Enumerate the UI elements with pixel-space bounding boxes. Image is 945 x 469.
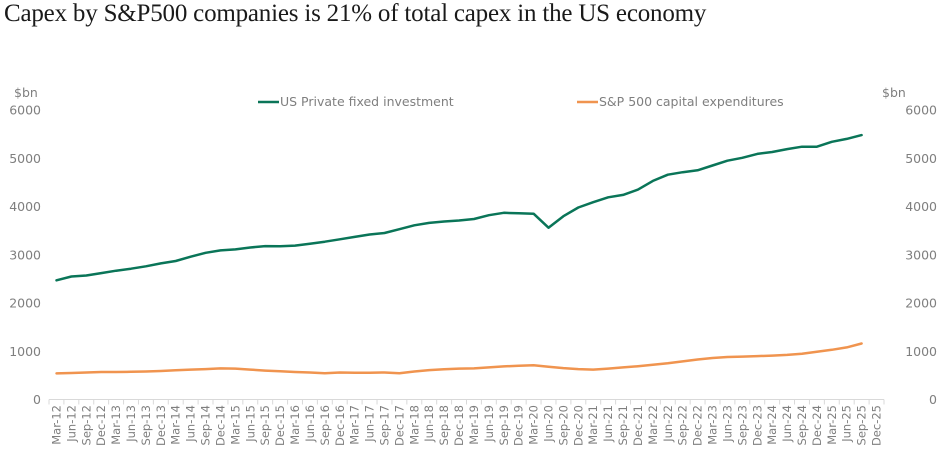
x-tick-label: Sep-25 xyxy=(855,405,869,445)
x-tick-label: Dec-13 xyxy=(154,405,168,446)
x-tick-label: Mar-25 xyxy=(825,405,839,445)
x-tick-label: Jun-21 xyxy=(601,405,615,443)
x-tick-label: Jun-12 xyxy=(64,405,78,443)
x-tick-label: Dec-15 xyxy=(273,405,287,446)
x-axis: Mar-12 Jun-12 Sep-12 Dec-12 Mar-13 Jun-13 Sep-… xyxy=(48,399,885,446)
x-tick-label: Jun-16 xyxy=(303,405,317,443)
x-tick-label: Dec-17 xyxy=(392,405,406,446)
y-tick-label-left: 4000 xyxy=(9,199,41,214)
x-tick-label: Jun-25 xyxy=(840,405,854,443)
x-tick-label: Jun-22 xyxy=(661,405,675,443)
x-tick-label: Jun-24 xyxy=(780,405,794,443)
x-tick-label: Dec-23 xyxy=(750,405,764,446)
x-tick-label: Dec-16 xyxy=(333,405,347,446)
x-tick-label: Mar-16 xyxy=(288,405,302,445)
x-tick-label: Sep-14 xyxy=(199,405,213,445)
x-tick-label: Dec-20 xyxy=(571,405,585,446)
legend-label-sp500-capex: S&P 500 capital expenditures xyxy=(599,94,784,109)
y-axis-label-left: $bn xyxy=(14,85,38,100)
x-tick-label: Jun-20 xyxy=(542,405,556,443)
x-tick-label: Jun-19 xyxy=(482,405,496,443)
series-line-sp500-capex xyxy=(55,342,863,375)
y-tick-label-right: 3000 xyxy=(905,247,937,262)
x-tick-label: Jun-15 xyxy=(243,405,257,443)
y-tick-label-left: 6000 xyxy=(9,103,41,118)
x-tick-label: Mar-15 xyxy=(228,405,242,445)
y-tick-label-right: 4000 xyxy=(905,199,937,214)
x-tick-label: Mar-14 xyxy=(169,405,183,445)
x-tick-label: Jun-17 xyxy=(363,405,377,443)
x-tick-label: Sep-18 xyxy=(437,405,451,445)
x-tick-label: Dec-21 xyxy=(631,405,645,446)
x-tick-label: Dec-22 xyxy=(691,405,705,446)
x-tick-label: Dec-12 xyxy=(94,405,108,446)
y-axis-right: 0 1000 2000 3000 4000 5000 6000 xyxy=(905,103,937,408)
y-tick-label-left: 1000 xyxy=(9,344,41,359)
legend: US Private fixed investment S&P 500 capi… xyxy=(258,94,784,109)
y-tick-label-left: 3000 xyxy=(9,247,41,262)
series-group xyxy=(55,133,863,375)
x-tick-label: Sep-12 xyxy=(79,405,93,445)
x-tick-label: Sep-17 xyxy=(377,405,391,445)
x-tick-label: Jun-18 xyxy=(422,405,436,443)
x-tick-label: Sep-23 xyxy=(735,405,749,445)
x-tick-label: Sep-16 xyxy=(318,405,332,445)
x-tick-label: Mar-21 xyxy=(586,405,600,445)
y-tick-label-right: 1000 xyxy=(905,344,937,359)
y-tick-label-right: 6000 xyxy=(905,103,937,118)
y-axis-left: 0 1000 2000 3000 4000 5000 6000 xyxy=(9,103,41,408)
x-tick-label: Dec-18 xyxy=(452,405,466,446)
page-title: Capex by S&P500 companies is 21% of tota… xyxy=(4,0,707,27)
y-tick-label-left: 0 xyxy=(33,392,41,407)
y-tick-label-left: 5000 xyxy=(9,151,41,166)
y-tick-label-right: 5000 xyxy=(905,151,937,166)
x-tick-label: Dec-19 xyxy=(512,405,526,446)
x-tick-label: Jun-14 xyxy=(184,405,198,443)
x-tick-label: Sep-13 xyxy=(139,405,153,445)
x-tick-label: Mar-18 xyxy=(407,405,421,445)
x-tick-label: Sep-20 xyxy=(556,405,570,445)
x-tick-label: Mar-12 xyxy=(49,405,63,445)
legend-item-us-private-fixed-investment: US Private fixed investment xyxy=(258,94,454,109)
x-tick-label: Jun-13 xyxy=(124,405,138,443)
y-tick-label-right: 2000 xyxy=(905,296,937,311)
x-tick-label: Dec-14 xyxy=(213,405,227,446)
x-tick-label: Dec-25 xyxy=(870,405,884,446)
x-tick-label: Mar-23 xyxy=(706,405,720,445)
y-tick-label-left: 2000 xyxy=(9,296,41,311)
x-tick-label: Mar-24 xyxy=(765,405,779,445)
x-tick-label: Sep-21 xyxy=(616,405,630,445)
x-tick-label: Sep-22 xyxy=(676,405,690,445)
x-tick-label: Mar-20 xyxy=(527,405,541,445)
y-axis-label-right: $bn xyxy=(882,85,906,100)
y-tick-label-right: 0 xyxy=(929,392,937,407)
x-tick-label: Dec-24 xyxy=(810,405,824,446)
x-tick-label: Mar-17 xyxy=(348,405,362,445)
x-tick-label: Jun-23 xyxy=(720,405,734,443)
x-tick-label: Sep-19 xyxy=(497,405,511,445)
series-line-us-private-fixed-investment xyxy=(55,133,863,282)
legend-label-us-private-fixed-investment: US Private fixed investment xyxy=(280,94,454,109)
x-tick-label: Sep-15 xyxy=(258,405,272,445)
x-tick-label: Sep-24 xyxy=(795,405,809,445)
x-tick-label: Mar-19 xyxy=(467,405,481,445)
legend-item-sp500-capex: S&P 500 capital expenditures xyxy=(577,94,784,109)
x-tick-label: Mar-22 xyxy=(646,405,660,445)
x-tick-label: Mar-13 xyxy=(109,405,123,445)
